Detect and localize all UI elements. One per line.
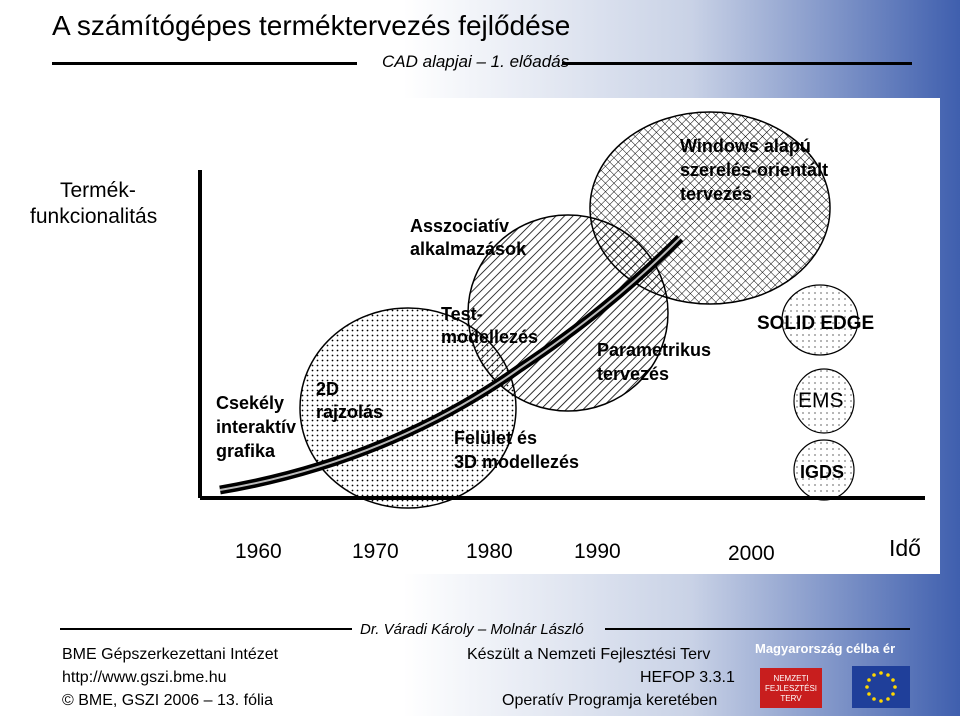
stage-windows-line1: Windows alapú [680,136,811,156]
stage-associative-line2: alkalmazások [410,239,527,259]
igds-circle [793,439,855,501]
year-label: 2000 [728,542,775,565]
page-title: A számítógépes terméktervezés fejlődése [52,10,571,41]
stage-low-line2: interaktív [216,417,297,437]
banner-text: Magyarország célba ér [755,641,896,656]
year-label: 1960 [235,540,282,563]
product-igds: IGDS [800,462,845,482]
stage-low-line3: grafika [216,441,276,461]
y-axis-label-line1: Termék- [60,179,136,202]
authors: Dr. Váradi Károly – Molnár László [360,621,584,638]
copyright: © BME, GSZI 2006 – 13. fólia [62,692,273,709]
funding-line2: HEFOP 3.3.1 [640,669,735,686]
institute-url[interactable]: http://www.gszi.bme.hu [62,669,227,686]
stage-drafting-line2: rajzolás [316,402,384,422]
year-label: 1990 [574,540,621,563]
institute-name: BME Gépszerkezettani Intézet [62,646,279,663]
funding-line3: Operatív Programja keretében [502,692,718,709]
growth-curve-highlight [219,237,681,491]
stage-parametric-line2: tervezés [597,364,670,384]
stage-drafting-line1: 2D [316,379,340,399]
stage-parametric-line1: Parametrikus [597,340,712,360]
ems-circle [793,368,855,434]
eu-flag-icon [852,666,910,708]
product-solid-edge: SOLID EDGE [757,313,875,334]
stage-associative-line1: Asszociatív [410,216,510,236]
diagram-panel [20,98,940,574]
nft-logo: NEMZETI FEJLESZTÉSI TERV [760,668,822,708]
stage-surface-line2: 3D modellezés [454,452,580,472]
stage-solid-line2: modellezés [441,327,539,347]
windows-circle [589,111,831,305]
stage-surface-line1: Felület és [454,428,538,448]
stage-windows-line2: szerelés-orientált [680,160,829,180]
stage-solid-line1: Test- [441,304,483,324]
evolution-diagram [198,111,925,509]
header-rule-left [52,62,357,65]
year-label: 1980 [466,540,513,563]
footer-rule-right [605,628,910,630]
page-subtitle: CAD alapjai – 1. előadás [382,52,570,71]
header-rule-right [562,62,912,65]
stage-low-line1: Csekély [216,393,285,413]
y-axis-label-line2: funkcionalitás [30,205,158,228]
solid-edge-circle [781,284,859,356]
footer-rule-left [60,628,352,630]
funding-line1: Készült a Nemzeti Fejlesztési Terv [467,646,711,663]
x-axis-label: Idő [889,535,921,561]
product-ems: EMS [798,389,844,412]
stage-windows-line3: tervezés [680,184,753,204]
year-label: 1970 [352,540,399,563]
